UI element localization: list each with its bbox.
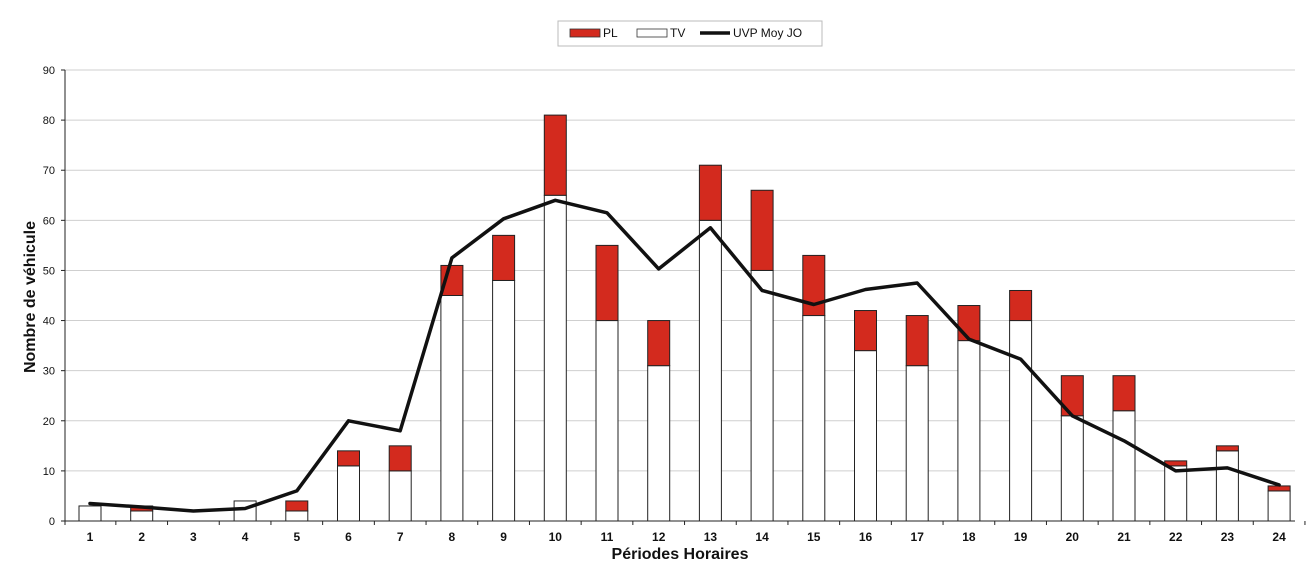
y-tick-label-20: 20: [43, 416, 55, 428]
legend-label-tv: TV: [670, 26, 685, 40]
x-tick-label-4: 4: [242, 530, 249, 544]
legend-swatch-pl: [569, 28, 601, 38]
y-tick-label-0: 0: [49, 516, 55, 528]
legend-label-uvp: UVP Moy JO: [733, 26, 802, 40]
bar-pl-5: [285, 500, 309, 512]
x-tick-label-15: 15: [807, 530, 821, 544]
x-tick-label-20: 20: [1066, 530, 1080, 544]
y-tick-label-10: 10: [43, 466, 55, 478]
y-tick-label-90: 90: [43, 65, 55, 77]
bar-pl-23: [1215, 445, 1239, 452]
y-axis-title: Nombre de véhicule: [22, 221, 39, 373]
bar-tv-13: [698, 219, 722, 522]
x-tick-label-17: 17: [911, 530, 925, 544]
x-tick-label-22: 22: [1169, 530, 1183, 544]
bar-pl-14: [750, 189, 774, 271]
bar-tv-11: [595, 320, 619, 522]
bar-tv-22: [1164, 465, 1188, 522]
x-tick-label-3: 3: [190, 530, 197, 544]
bar-pl-10: [543, 114, 567, 196]
legend-label-pl: PL: [603, 26, 618, 40]
y-tick-label-60: 60: [43, 215, 55, 227]
bar-tv-24: [1267, 490, 1291, 522]
x-tick-label-2: 2: [138, 530, 145, 544]
x-axis-title: Périodes Horaires: [612, 546, 749, 563]
bar-pl-18: [957, 305, 981, 342]
bar-pl-16: [854, 310, 877, 352]
y-tick-label-50: 50: [43, 265, 55, 277]
bar-pl-12: [647, 320, 671, 367]
bar-tv-6: [337, 465, 360, 522]
bar-pl-6: [337, 450, 360, 467]
bar-pl-15: [802, 254, 826, 317]
bar-tv-1: [78, 505, 102, 522]
x-tick-label-1: 1: [87, 530, 94, 544]
bar-pl-13: [698, 164, 722, 221]
y-tick-label-70: 70: [43, 165, 55, 177]
bar-tv-23: [1215, 450, 1239, 522]
bar-tv-14: [750, 269, 774, 522]
bar-tv-12: [647, 365, 671, 522]
x-tick-label-7: 7: [397, 530, 404, 544]
uvp-line-group: [88, 198, 1281, 513]
bar-pl-21: [1112, 375, 1136, 412]
uvp-line: [88, 198, 1281, 513]
bar-pl-9: [492, 234, 516, 281]
bar-pl-24: [1267, 485, 1291, 492]
bar-tv-9: [492, 279, 516, 522]
x-tick-label-6: 6: [345, 530, 352, 544]
bar-pl-19: [1009, 289, 1033, 322]
bar-tv-4: [233, 500, 257, 522]
bar-tv-21: [1112, 410, 1136, 522]
x-tick-label-16: 16: [859, 530, 873, 544]
legend-frame: [557, 20, 823, 47]
bar-tv-10: [543, 194, 567, 522]
bar-tv-7: [388, 470, 412, 522]
bar-tv-16: [854, 350, 877, 522]
bar-pl-11: [595, 244, 619, 322]
x-tick-label-11: 11: [601, 530, 614, 544]
bar-pl-7: [388, 445, 412, 472]
axes: [64, 70, 1295, 522]
x-tick-label-23: 23: [1221, 530, 1235, 544]
bar-pl-17: [905, 315, 929, 367]
y-tick-label-40: 40: [43, 316, 55, 328]
x-tick-label-12: 12: [652, 530, 666, 544]
y-tick-label-80: 80: [43, 115, 55, 127]
x-tick-label-8: 8: [449, 530, 456, 544]
bar-tv-2: [130, 510, 154, 522]
bar-tv-18: [957, 340, 981, 522]
bar-tv-8: [440, 295, 464, 522]
x-tick-label-14: 14: [755, 530, 769, 544]
x-tick-label-13: 13: [704, 530, 718, 544]
x-tick-label-18: 18: [962, 530, 976, 544]
legend: PL TV UVP Moy JO: [557, 20, 823, 47]
bar-tv-20: [1060, 415, 1084, 522]
bar-tv-5: [285, 510, 309, 522]
y-tick-label-30: 30: [43, 366, 55, 378]
x-tick-label-24: 24: [1272, 530, 1286, 544]
bars: [78, 114, 1291, 522]
x-tick-label-19: 19: [1014, 530, 1028, 544]
x-tick-label-21: 21: [1117, 530, 1131, 544]
legend-swatch-tv: [636, 28, 668, 38]
bar-tv-15: [802, 315, 826, 522]
bar-tv-19: [1009, 320, 1033, 522]
x-ticks: 1 2 3 4 5 6 7 8 9 10 11 12 13 14 15 16 17 18 19 20 21 22 23 24: [64, 521, 1306, 544]
y-ticks: 0 10 20 30 40 50 60 70 80 90: [43, 65, 65, 528]
gridlines: [65, 69, 1295, 472]
bar-tv-17: [905, 365, 929, 522]
x-tick-label-5: 5: [293, 530, 300, 544]
x-tick-label-9: 9: [500, 530, 507, 544]
x-tick-label-10: 10: [549, 530, 563, 544]
